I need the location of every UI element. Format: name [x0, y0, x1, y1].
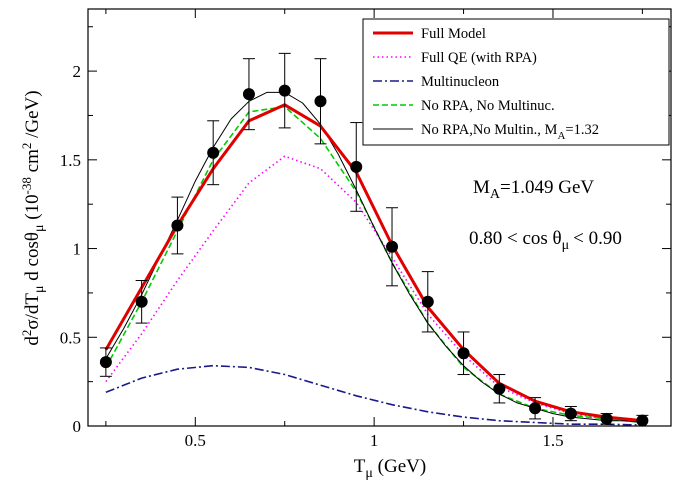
- data-marker: [350, 160, 363, 173]
- data-marker: [564, 407, 577, 420]
- legend-label-no-rpa-ma: No RPA,No Multin., MA=1.32: [421, 122, 599, 142]
- curves: [104, 91, 643, 426]
- data-marker: [493, 382, 506, 395]
- data-marker: [421, 295, 434, 308]
- data-point: [207, 120, 220, 186]
- data-points: [99, 52, 649, 427]
- legend-label-full-model: Full Model: [421, 26, 486, 42]
- data-point: [636, 414, 649, 427]
- data-point: [600, 412, 613, 425]
- x-tick-label: 0.5: [185, 431, 206, 450]
- data-marker: [386, 240, 399, 253]
- data-point: [135, 279, 148, 324]
- data-point: [242, 58, 255, 131]
- axes: 0.5 1 1.5 0 0.5 1 1.5 2: [60, 9, 671, 450]
- data-point: [99, 347, 112, 377]
- data-point: [350, 122, 363, 212]
- series-line-no-rpa-no-multinuc: [105, 105, 643, 424]
- data-point: [171, 196, 184, 255]
- legend-box: [362, 18, 670, 146]
- legend-label-multinucleon: Multinucleon: [421, 74, 500, 90]
- annotation-cos-range: 0.80 < cos θμ < 0.90: [469, 228, 622, 253]
- y-tick-label: 1: [73, 240, 82, 259]
- data-marker: [242, 88, 255, 101]
- data-marker: [171, 219, 184, 232]
- data-marker: [99, 356, 112, 369]
- plot-frame: [87, 8, 672, 427]
- data-point: [386, 207, 399, 287]
- legend: Full Model Full QE (with RPA) Multinucle…: [362, 18, 670, 146]
- series-line-multinucleon: [105, 364, 643, 426]
- legend-label-no-rpa: No RPA, No Multinuc.: [421, 98, 555, 114]
- x-axis-title: Tμ (GeV): [354, 456, 426, 481]
- data-point: [314, 58, 327, 145]
- data-marker: [600, 412, 613, 425]
- y-tick-label: 0.5: [60, 328, 81, 347]
- legend-label-full-qe: Full QE (with RPA): [421, 50, 537, 66]
- x-tick-label: 1.5: [542, 431, 563, 450]
- data-marker: [278, 84, 291, 97]
- data-marker: [135, 295, 148, 308]
- series-line-no-rpa-no-multin-m-a-1-32: [105, 91, 643, 423]
- data-point: [278, 52, 291, 129]
- series-line-full-model: [104, 103, 643, 423]
- y-axis-title: d2σ/dTμ d cosθμ (10-38 cm2 /GeV): [19, 90, 47, 345]
- data-point: [493, 374, 506, 404]
- y-tick-label: 1.5: [60, 151, 81, 170]
- annotation-ma: MA=1.049 GeV: [473, 177, 594, 202]
- data-point: [564, 405, 577, 422]
- data-point: [457, 331, 470, 376]
- data-marker: [314, 95, 327, 108]
- data-marker: [207, 146, 220, 159]
- series-line-full-qe-with-rpa: [105, 155, 643, 422]
- data-point: [421, 271, 434, 333]
- x-tick-label: 1: [370, 431, 379, 450]
- data-marker: [636, 414, 649, 427]
- data-marker: [529, 402, 542, 415]
- y-tick-label: 0: [73, 417, 82, 436]
- y-tick-label: 2: [73, 62, 82, 81]
- data-marker: [457, 347, 470, 360]
- data-point: [529, 397, 542, 420]
